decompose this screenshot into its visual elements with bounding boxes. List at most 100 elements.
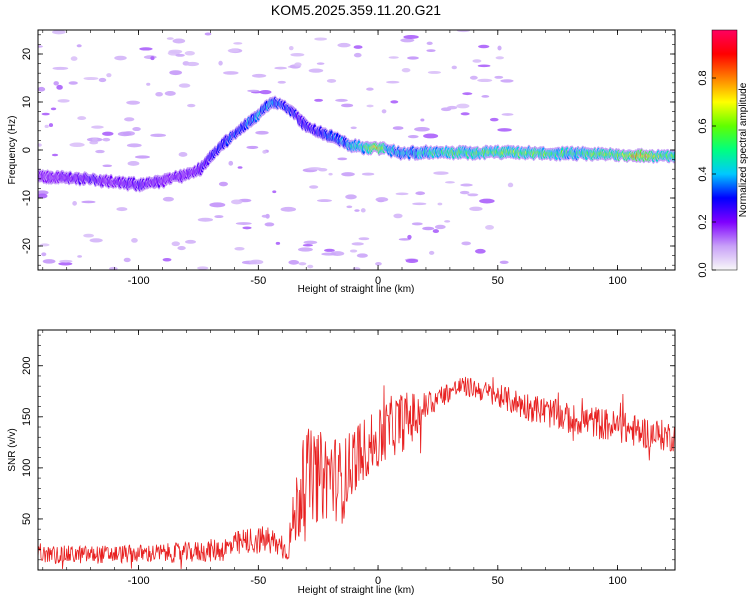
snr-xlabel: Height of straight line (km) xyxy=(298,585,415,596)
snr-series-line xyxy=(38,376,675,570)
spectrogram-noise-cell xyxy=(366,87,374,91)
spectrogram-noise-cell xyxy=(178,152,188,157)
spectrogram-noise-cell xyxy=(251,73,267,78)
spectrogram-noise-cell xyxy=(353,45,363,49)
spectrogram-noise-cell xyxy=(479,198,495,204)
spectrogram-noise-cell xyxy=(259,90,272,95)
spectrogram-noise-cell xyxy=(42,259,56,264)
spectrogram-noise-cell xyxy=(444,220,451,223)
spectrogram-noise-cell xyxy=(386,80,400,84)
spectrogram-noise-cell xyxy=(460,112,470,116)
spectrogram-noise-cell xyxy=(307,167,323,171)
spectrogram-noise-cell xyxy=(134,155,151,159)
spectrogram-noise-cell xyxy=(420,118,425,122)
spectrogram-marks xyxy=(38,30,675,270)
spectrogram-noise-cell xyxy=(83,233,95,238)
spectrogram-noise-cell xyxy=(56,84,63,90)
spectrogram-noise-cell xyxy=(350,126,357,130)
y-tick-label: 0 xyxy=(21,147,33,153)
spectrogram-noise-cell xyxy=(497,45,502,51)
spectrogram-noise-cell xyxy=(237,166,243,169)
colorbar-tick-label: 0.4 xyxy=(697,166,709,181)
spectrogram-noise-cell xyxy=(356,253,368,258)
spectrogram-noise-cell xyxy=(126,143,142,148)
spectrogram-noise-cell xyxy=(500,79,514,83)
spectrogram-noise-cell xyxy=(360,208,366,213)
spectrogram-noise-cell xyxy=(477,64,491,68)
spectrogram-noise-cell xyxy=(204,32,212,36)
spectrogram-noise-cell xyxy=(246,145,259,149)
spectrogram-noise-cell xyxy=(172,38,186,44)
spectrogram-noise-cell xyxy=(316,62,325,65)
spectrogram-noise-cell xyxy=(337,42,351,48)
spectrogram-noise-cell xyxy=(423,133,439,139)
snr-background xyxy=(38,330,675,570)
spectrogram-noise-cell xyxy=(102,131,114,136)
spectrogram-noise-cell xyxy=(197,217,214,222)
spectrogram-noise-cell xyxy=(415,191,426,196)
spectrogram-noise-cell xyxy=(98,77,107,83)
spectrogram-noise-cell xyxy=(297,247,313,252)
spectrogram-noise-cell xyxy=(472,59,482,63)
spectrogram-noise-cell xyxy=(68,81,78,85)
spectrogram-noise-cell xyxy=(247,89,260,93)
spectrogram-noise-cell xyxy=(447,105,458,110)
spectrogram-noise-cell xyxy=(233,42,243,45)
spectrogram-noise-cell xyxy=(143,55,157,60)
spectrogram-noise-cell xyxy=(321,252,337,256)
spectrogram-noise-cell xyxy=(184,50,195,56)
spectrogram-noise-cell xyxy=(307,264,314,269)
spectrogram-noise-cell xyxy=(228,160,234,166)
spectrogram-noise-cell xyxy=(132,126,141,132)
spectrogram-noise-cell xyxy=(41,252,47,257)
spectrogram-noise-cell xyxy=(381,109,387,114)
spectrogram-noise-cell xyxy=(38,86,46,92)
x-tick-label: 0 xyxy=(375,275,381,287)
y-tick-label: 10 xyxy=(21,96,33,108)
spectrogram-noise-cell xyxy=(349,249,358,253)
spectrogram-noise-cell xyxy=(76,44,82,48)
spectrogram-noise-cell xyxy=(411,222,423,226)
spectrogram-xlabel: Height of straight line (km) xyxy=(298,284,415,295)
spectrogram-noise-cell xyxy=(177,246,186,251)
spectrogram-noise-cell xyxy=(489,117,499,122)
spectrogram-noise-cell xyxy=(494,75,504,79)
spectrogram-noise-cell xyxy=(272,190,277,194)
spectrogram-noise-cell xyxy=(91,125,104,129)
spectrogram-noise-cell xyxy=(456,30,471,33)
colorbar-label: Normalized spectral amplitude xyxy=(738,82,749,217)
snr-y-axis: 50 100 150 200 xyxy=(21,334,675,571)
spectrogram-noise-cell xyxy=(460,183,473,187)
spectrogram-noise-cell xyxy=(303,240,318,245)
y-tick-label: -10 xyxy=(21,190,33,206)
x-tick-label: -100 xyxy=(128,275,150,287)
spectrogram-noise-cell xyxy=(164,91,176,96)
spectrogram-noise-cell xyxy=(432,229,439,234)
spectrogram-noise-cell xyxy=(298,262,307,266)
spectrogram-noise-cell xyxy=(427,70,442,74)
spectrogram-noise-cell xyxy=(405,258,419,264)
spectrogram-noise-cell xyxy=(407,56,419,60)
spectrogram-noise-cell xyxy=(124,117,135,122)
spectrogram-noise-cell xyxy=(106,73,112,78)
spectrogram-noise-cell xyxy=(375,197,389,202)
spectrogram-noise-cell xyxy=(309,185,319,189)
spectrogram-noise-cell xyxy=(388,56,399,59)
colorbar-tick-label: 0.2 xyxy=(697,214,709,229)
spectrogram-noise-cell xyxy=(434,224,446,230)
spectrogram-noise-cell xyxy=(346,205,353,209)
spectrogram-noise-cell xyxy=(467,193,479,197)
spectrogram-noise-cell xyxy=(95,149,105,154)
spectrogram-noise-cell xyxy=(109,266,118,270)
spectrogram-noise-cell xyxy=(341,172,355,177)
spectrogram-noise-cell xyxy=(131,238,138,243)
spectrogram-noise-cell xyxy=(83,76,99,81)
snr-marks xyxy=(38,376,675,570)
spectrogram-noise-cell xyxy=(264,222,275,227)
spectrogram-noise-cell xyxy=(102,164,113,168)
spectrogram-noise-cell xyxy=(169,70,183,76)
spectrogram-noise-cell xyxy=(393,213,403,219)
spectrogram-noise-cell xyxy=(501,113,514,116)
spectrogram-noise-cell xyxy=(227,48,240,53)
